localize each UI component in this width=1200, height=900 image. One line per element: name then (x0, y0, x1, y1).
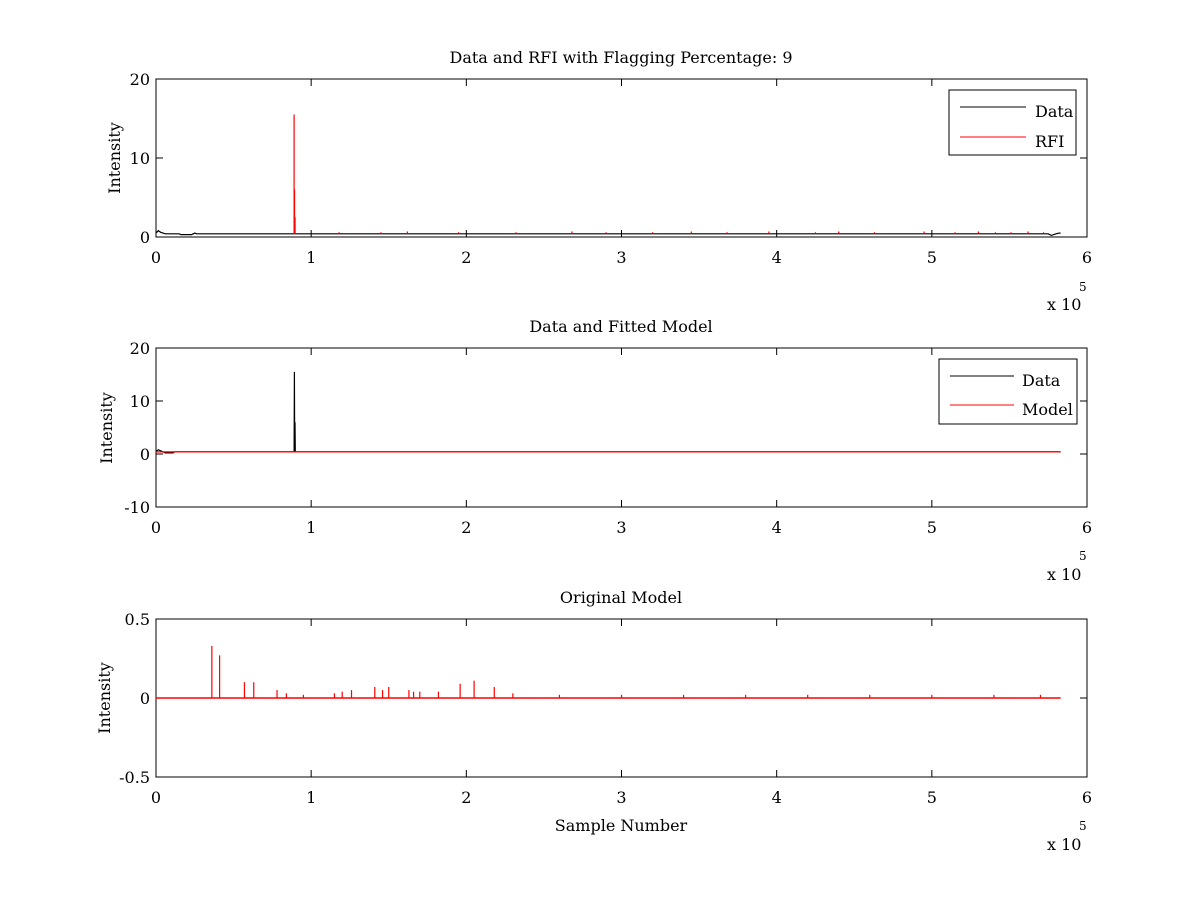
legend-label-data: Data (1022, 371, 1061, 390)
x-multiplier-label: x 10 (1047, 835, 1081, 854)
y-tick-label: 10 (130, 149, 150, 168)
x-tick-label: 3 (616, 788, 626, 807)
legend-label-data: Data (1035, 102, 1074, 121)
x-tick-label: 1 (306, 248, 316, 267)
x-multiplier-exponent: 5 (1079, 819, 1087, 833)
y-tick-label: 0 (140, 445, 150, 464)
x-tick-label: 1 (306, 518, 316, 537)
x-tick-label: 0 (151, 518, 161, 537)
x-tick-label: 5 (927, 248, 937, 267)
y-tick-label: 10 (130, 392, 150, 411)
y-tick-label: -0.5 (119, 768, 150, 787)
y-axis-label: Intensity (105, 122, 124, 194)
x-tick-label: 6 (1082, 788, 1092, 807)
y-tick-label: 20 (130, 339, 150, 358)
x-tick-label: 3 (616, 248, 626, 267)
subplot-title: Data and Fitted Model (529, 317, 712, 336)
x-tick-label: 6 (1082, 248, 1092, 267)
x-tick-label: 4 (772, 518, 782, 537)
x-tick-label: 2 (461, 788, 471, 807)
y-tick-label: 0 (140, 228, 150, 247)
y-tick-label: 20 (130, 70, 150, 89)
x-tick-label: 6 (1082, 518, 1092, 537)
x-tick-label: 2 (461, 248, 471, 267)
legend: Data RFI (948, 89, 1077, 156)
subplot-title: Data and RFI with Flagging Percentage: 9 (449, 48, 792, 67)
y-axis-label: Intensity (95, 662, 114, 734)
x-tick-label: 0 (151, 248, 161, 267)
x-tick-label: 5 (927, 518, 937, 537)
y-axis-label: Intensity (97, 392, 116, 464)
x-multiplier-label: x 10 (1047, 565, 1081, 584)
axis-ticks: 0 1 2 3 4 5 6-0.500.5 (119, 610, 1092, 807)
legend-label-model: Model (1022, 400, 1073, 419)
legend-label-rfi: RFI (1035, 132, 1064, 151)
subplot-data-rfi: Data and RFI with Flagging Percentage: 9… (105, 48, 1092, 314)
x-tick-label: 3 (616, 518, 626, 537)
legend-box (938, 358, 1078, 425)
subplot-title: Original Model (560, 588, 682, 607)
x-multiplier-label: x 10 (1047, 295, 1081, 314)
legend-box (948, 89, 1077, 156)
y-tick-label: 0 (140, 689, 150, 708)
x-multiplier-exponent: 5 (1079, 280, 1087, 294)
plot-area (156, 645, 1061, 699)
x-tick-label: 5 (927, 788, 937, 807)
x-tick-label: 4 (772, 248, 782, 267)
plot-area (155, 371, 1061, 454)
x-tick-label: 1 (306, 788, 316, 807)
legend: Data Model (938, 358, 1078, 425)
x-multiplier-exponent: 5 (1079, 549, 1087, 563)
x-axis-label: Sample Number (555, 816, 688, 835)
x-tick-label: 4 (772, 788, 782, 807)
x-tick-label: 2 (461, 518, 471, 537)
y-tick-label: 0.5 (125, 610, 150, 629)
plot-area (155, 114, 1061, 237)
y-tick-label: -10 (124, 498, 150, 517)
subplot-original-model: Original Model 0 1 2 3 4 5 6-0.500.5 Intensity… (95, 588, 1092, 854)
x-tick-label: 0 (151, 788, 161, 807)
